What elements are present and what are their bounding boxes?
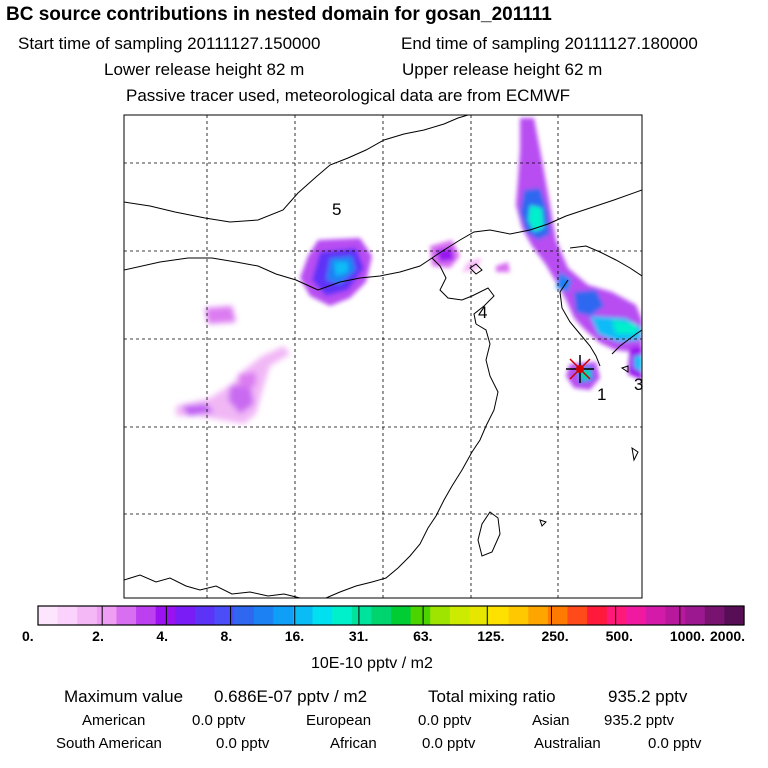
legend-swatch	[96, 606, 118, 625]
legend-swatch	[332, 606, 353, 625]
korea-plume	[462, 118, 642, 380]
legend-tick-label: 16.	[284, 628, 305, 644]
legend-swatch	[38, 606, 59, 625]
region-value-african: 0.0 pptv	[422, 735, 476, 752]
legend-tick-label: 4.	[156, 628, 169, 644]
legend-swatch	[626, 606, 647, 625]
map-boundaries	[124, 115, 642, 598]
map-gridlines	[124, 115, 642, 598]
legend-swatch	[606, 606, 627, 625]
legend-swatch	[391, 606, 412, 625]
region-label-5: 5	[332, 200, 341, 219]
legend-swatch	[273, 606, 294, 625]
region-value-european: 0.0 pptv	[418, 712, 472, 729]
region5-plume	[300, 238, 460, 306]
region-name-australian: Australian	[534, 735, 601, 752]
legend-swatch	[645, 606, 667, 625]
legend-swatch	[724, 606, 745, 625]
region-value-south-american: 0.0 pptv	[216, 735, 270, 752]
legend-swatch	[685, 606, 706, 625]
legend-swatch	[116, 606, 137, 625]
legend-swatch	[234, 606, 255, 625]
legend-tick-label: 31.	[348, 628, 369, 644]
legend-tick-label: 63.	[413, 628, 433, 644]
legend-swatch	[312, 606, 333, 625]
legend-swatch	[489, 606, 510, 625]
legend-dividers	[101, 606, 681, 625]
legend-swatch	[214, 606, 235, 625]
legend-swatch	[57, 606, 78, 625]
legend-color-bar	[38, 606, 745, 625]
western-plume	[176, 306, 290, 424]
receptor-star-icon	[566, 355, 594, 383]
legend-swatch	[155, 606, 176, 625]
region-name-american: American	[82, 712, 146, 729]
legend-swatch	[410, 606, 431, 625]
legend-swatch	[292, 606, 314, 625]
region-value-asian: 935.2 pptv	[604, 712, 675, 729]
region-label-1: 1	[597, 385, 606, 404]
region-value-american: 0.0 pptv	[192, 712, 246, 729]
legend-swatch	[587, 606, 608, 625]
tracer-note: Passive tracer used, meteorological data…	[126, 86, 571, 105]
legend-tick-label: 8.	[220, 628, 233, 644]
region-name-european: European	[306, 712, 372, 729]
lower-height-label: Lower release height 82 m	[104, 60, 305, 79]
region-value-australian: 0.0 pptv	[648, 735, 702, 752]
legend-swatch	[469, 606, 490, 625]
legend-tick-label: 1000.	[669, 628, 705, 644]
legend-swatch	[371, 606, 392, 625]
legend-swatch	[175, 606, 196, 625]
legend-swatch	[77, 606, 98, 625]
legend-tick-label: 500.	[605, 628, 633, 644]
legend-frame	[37, 605, 745, 626]
total-mixing-label: Total mixing ratio	[428, 687, 556, 706]
region-name-african: African	[330, 735, 377, 752]
legend-swatch	[430, 606, 451, 625]
region-name-south-american: South American	[56, 735, 162, 752]
legend-swatch	[547, 606, 569, 625]
region-label-4: 4	[478, 303, 487, 322]
legend-swatch	[194, 606, 216, 625]
legend-swatch	[136, 606, 157, 625]
legend-swatch	[528, 606, 549, 625]
legend-tick-label: 0.	[22, 628, 34, 644]
legend-swatch	[665, 606, 686, 625]
legend-swatch	[508, 606, 529, 625]
legend-swatch	[704, 606, 725, 625]
map-plume-layer	[176, 118, 642, 424]
map-frame	[123, 114, 643, 599]
max-value: 0.686E-07 pptv / m2	[214, 687, 368, 706]
legend-tick-label: 2.	[92, 628, 104, 644]
legend-tick-label: 125.	[477, 628, 505, 644]
legend-swatch	[351, 606, 372, 625]
max-value-label: Maximum value	[64, 687, 184, 706]
upper-height-label: Upper release height 62 m	[402, 60, 603, 79]
legend-units: 10E-10 pptv / m2	[311, 655, 433, 672]
end-time-label: End time of sampling 20111127.180000	[401, 34, 698, 53]
legend-swatch	[449, 606, 471, 625]
page-title: BC source contributions in nested domain…	[6, 4, 552, 25]
legend-tick-label: 250.	[541, 628, 569, 644]
region-name-asian: Asian	[532, 712, 570, 729]
legend-tick-label: 2000.	[710, 628, 746, 644]
start-time-label: Start time of sampling 20111127.150000	[18, 34, 321, 53]
total-mixing-value: 935.2 pptv	[608, 687, 688, 706]
legend-swatch	[567, 606, 588, 625]
region-label-3: 3	[634, 375, 643, 394]
legend-swatch	[253, 606, 274, 625]
